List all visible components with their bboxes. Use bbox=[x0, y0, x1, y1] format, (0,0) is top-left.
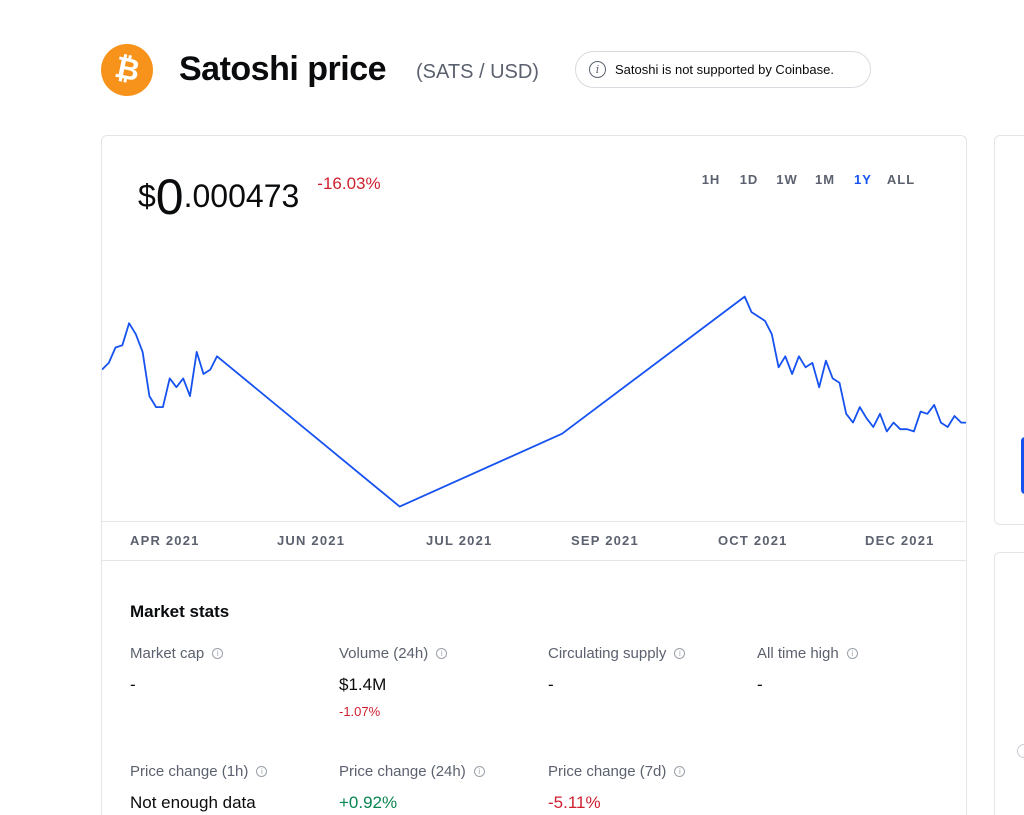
chart-axis-line bbox=[102, 521, 966, 522]
stat-change: -1.07% bbox=[339, 704, 381, 719]
time-range-tabs: 1H 1D 1W 1M 1Y ALL bbox=[692, 172, 920, 187]
info-icon[interactable]: i bbox=[473, 766, 485, 777]
price-series-line bbox=[102, 295, 966, 508]
stat-item: Price change (7d) i -5.11% bbox=[548, 763, 748, 813]
info-icon[interactable]: i bbox=[256, 766, 268, 777]
stat-value: - bbox=[130, 675, 136, 694]
stat-item: Price change (24h) i +0.92% bbox=[339, 763, 539, 813]
range-tab-1h[interactable]: 1H bbox=[701, 172, 721, 187]
info-icon[interactable]: i bbox=[846, 648, 858, 659]
stat-item: Volume (24h) i $1.4M -1.07% bbox=[339, 645, 539, 719]
support-notice-text: Satoshi is not supported by Coinbase. bbox=[615, 62, 834, 77]
x-tick-label: DEC 2021 bbox=[865, 533, 935, 548]
stat-item: All time high i - bbox=[757, 645, 957, 695]
stat-label: Price change (24h) i bbox=[339, 763, 539, 780]
side-panel-button[interactable] bbox=[1021, 437, 1024, 494]
range-tab-1d[interactable]: 1D bbox=[739, 172, 759, 187]
current-price: $ 0 .000473 -16.03% bbox=[138, 169, 381, 225]
x-tick-label: JUL 2021 bbox=[426, 533, 493, 548]
stat-value: $1.4M bbox=[339, 675, 387, 694]
stat-value: +0.92% bbox=[339, 793, 398, 812]
stat-value: - bbox=[548, 675, 554, 694]
info-icon[interactable]: i bbox=[212, 648, 224, 659]
support-notice[interactable]: i Satoshi is not supported by Coinbase. bbox=[575, 51, 871, 88]
price-currency: $ bbox=[138, 178, 156, 214]
stat-label: All time high i bbox=[757, 645, 957, 662]
stat-item: Circulating supply i - bbox=[548, 645, 748, 695]
x-tick-label: JUN 2021 bbox=[277, 533, 346, 548]
price-change: -16.03% bbox=[317, 174, 381, 193]
stat-item: Market cap i - bbox=[130, 645, 330, 695]
stat-item: Price change (1h) i Not enough data bbox=[130, 763, 330, 813]
stat-label: Volume (24h) i bbox=[339, 645, 539, 662]
range-tab-1m[interactable]: 1M bbox=[814, 172, 836, 187]
side-panel-card-secondary bbox=[994, 552, 1024, 815]
stat-label: Circulating supply i bbox=[548, 645, 748, 662]
page-title: Satoshi price bbox=[179, 50, 387, 88]
price-fraction: .000473 bbox=[183, 178, 300, 214]
stat-value: -5.11% bbox=[548, 793, 601, 812]
bitcoin-icon: ₿ bbox=[101, 44, 153, 96]
coin-logo-glyph: ₿ bbox=[111, 50, 143, 89]
side-panel-card bbox=[994, 135, 1024, 525]
info-icon: i bbox=[589, 61, 606, 78]
x-tick-label: OCT 2021 bbox=[718, 533, 788, 548]
price-chart[interactable] bbox=[102, 276, 967, 521]
info-icon[interactable]: i bbox=[436, 648, 448, 659]
stat-value: - bbox=[757, 675, 763, 694]
price-integer: 0 bbox=[155, 169, 184, 225]
stat-label: Market cap i bbox=[130, 645, 330, 662]
section-divider bbox=[102, 560, 966, 561]
price-chart-card: $ 0 .000473 -16.03% 1H 1D 1W 1M 1Y ALL A… bbox=[101, 135, 967, 815]
x-tick-label: SEP 2021 bbox=[571, 533, 639, 548]
side-panel-toggle[interactable] bbox=[1017, 744, 1024, 758]
x-axis: APR 2021 JUN 2021 JUL 2021 SEP 2021 OCT 2021… bbox=[102, 533, 966, 553]
x-tick-label: APR 2021 bbox=[130, 533, 200, 548]
info-icon[interactable]: i bbox=[674, 766, 686, 777]
stat-value: Not enough data bbox=[130, 793, 256, 812]
currency-pair: (SATS / USD) bbox=[416, 61, 539, 83]
range-tab-1y[interactable]: 1Y bbox=[854, 172, 872, 187]
range-tab-all[interactable]: ALL bbox=[886, 172, 916, 187]
stat-label: Price change (7d) i bbox=[548, 763, 748, 780]
market-stats-title: Market stats bbox=[130, 602, 230, 621]
stat-label: Price change (1h) i bbox=[130, 763, 330, 780]
info-icon[interactable]: i bbox=[674, 648, 686, 659]
range-tab-1w[interactable]: 1W bbox=[776, 172, 798, 187]
